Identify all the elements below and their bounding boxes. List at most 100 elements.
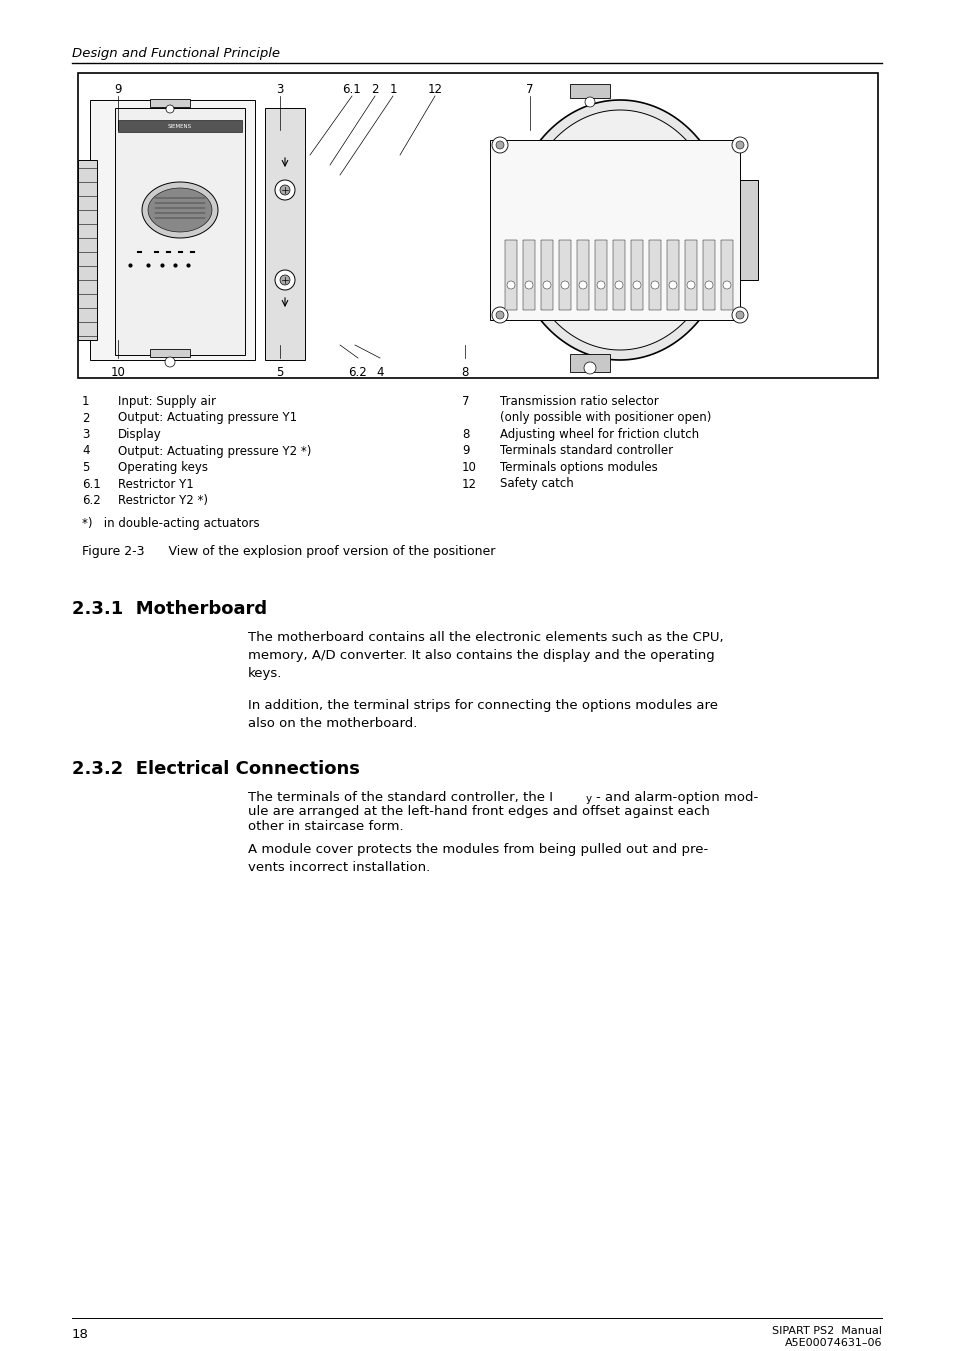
Polygon shape [142, 182, 218, 238]
Text: Design and Functional Principle: Design and Functional Principle [71, 47, 280, 59]
Text: Operating keys: Operating keys [118, 461, 208, 474]
Text: Terminals standard controller: Terminals standard controller [499, 444, 673, 458]
Circle shape [668, 281, 677, 289]
Circle shape [280, 276, 290, 285]
Text: A5E00074631–06: A5E00074631–06 [783, 1337, 882, 1348]
Circle shape [650, 281, 659, 289]
Circle shape [506, 281, 515, 289]
Polygon shape [148, 188, 212, 232]
Bar [78, 159, 97, 340]
Text: 5: 5 [276, 366, 283, 380]
Circle shape [496, 141, 503, 149]
Text: A module cover protects the modules from being pulled out and pre-
vents incorre: A module cover protects the modules from… [248, 843, 707, 874]
Circle shape [542, 281, 551, 289]
Text: Restrictor Y2 *): Restrictor Y2 *) [118, 494, 208, 507]
Text: 4: 4 [375, 366, 383, 380]
Text: 7: 7 [461, 394, 469, 408]
Circle shape [560, 281, 568, 289]
Circle shape [165, 357, 174, 367]
Circle shape [578, 281, 586, 289]
Circle shape [704, 281, 712, 289]
Text: 9: 9 [114, 82, 122, 96]
Text: 5: 5 [82, 461, 90, 474]
Bar [702, 240, 714, 309]
Circle shape [731, 136, 747, 153]
Text: Terminals options modules: Terminals options modules [499, 461, 657, 474]
Text: Output: Actuating pressure Y1: Output: Actuating pressure Y1 [118, 412, 296, 424]
Circle shape [583, 362, 596, 374]
Text: other in staircase form.: other in staircase form. [248, 820, 403, 832]
Circle shape [597, 281, 604, 289]
Bar [558, 240, 571, 309]
Circle shape [731, 307, 747, 323]
Polygon shape [519, 109, 720, 350]
Text: 7: 7 [526, 82, 533, 96]
Text: 1: 1 [82, 394, 90, 408]
Text: (only possible with positioner open): (only possible with positioner open) [499, 412, 711, 424]
Text: 6.2: 6.2 [348, 366, 367, 380]
Bar [630, 240, 642, 309]
Text: 6.2: 6.2 [82, 494, 101, 507]
Text: Transmission ratio selector: Transmission ratio selector [499, 394, 659, 408]
Bar [150, 349, 190, 357]
Circle shape [735, 311, 743, 319]
Text: 10: 10 [111, 366, 125, 380]
Bar [150, 99, 190, 107]
Circle shape [274, 270, 294, 290]
Text: 2.3.2  Electrical Connections: 2.3.2 Electrical Connections [71, 759, 359, 777]
Bar [90, 100, 254, 359]
Text: 1: 1 [389, 82, 396, 96]
Text: Display: Display [118, 428, 162, 440]
Bar [720, 240, 732, 309]
Circle shape [492, 136, 507, 153]
Text: 12: 12 [427, 82, 442, 96]
Text: 6.1: 6.1 [82, 477, 101, 490]
Text: SIPART PS2  Manual: SIPART PS2 Manual [771, 1325, 882, 1336]
Circle shape [492, 307, 507, 323]
Bar [78, 73, 877, 378]
Bar [522, 240, 535, 309]
Text: 2.3.1  Motherboard: 2.3.1 Motherboard [71, 600, 267, 617]
Text: The terminals of the standard controller, the I: The terminals of the standard controller… [248, 792, 553, 804]
Bar [115, 108, 245, 355]
Circle shape [633, 281, 640, 289]
Bar [577, 240, 588, 309]
Circle shape [615, 281, 622, 289]
Bar [666, 240, 679, 309]
Bar [504, 240, 517, 309]
Bar [118, 120, 242, 132]
Text: 6.1: 6.1 [342, 82, 361, 96]
Bar [490, 141, 740, 320]
Text: Output: Actuating pressure Y2 *): Output: Actuating pressure Y2 *) [118, 444, 311, 458]
Text: Figure 2-3      View of the explosion proof version of the positioner: Figure 2-3 View of the explosion proof v… [82, 544, 495, 558]
Circle shape [524, 281, 533, 289]
Text: 8: 8 [461, 428, 469, 440]
Bar [569, 84, 609, 99]
Text: Input: Supply air: Input: Supply air [118, 394, 215, 408]
Text: 2: 2 [371, 82, 378, 96]
Bar [684, 240, 697, 309]
Bar [569, 354, 609, 372]
Text: 12: 12 [461, 477, 476, 490]
Text: 4: 4 [82, 444, 90, 458]
Text: - and alarm-option mod-: - and alarm-option mod- [596, 792, 758, 804]
Circle shape [686, 281, 695, 289]
Text: Safety catch: Safety catch [499, 477, 573, 490]
Text: 2: 2 [82, 412, 90, 424]
Text: SIEMENS: SIEMENS [168, 124, 192, 128]
Text: The motherboard contains all the electronic elements such as the CPU,
memory, A/: The motherboard contains all the electro… [248, 631, 723, 680]
Bar [729, 180, 758, 280]
Bar [265, 108, 305, 359]
Text: In addition, the terminal strips for connecting the options modules are
also on : In addition, the terminal strips for con… [248, 700, 718, 730]
Text: Adjusting wheel for friction clutch: Adjusting wheel for friction clutch [499, 428, 699, 440]
Bar [540, 240, 553, 309]
Text: Restrictor Y1: Restrictor Y1 [118, 477, 193, 490]
Bar [595, 240, 606, 309]
Text: ule are arranged at the left-hand front edges and offset against each: ule are arranged at the left-hand front … [248, 805, 709, 819]
Text: *)   in double-acting actuators: *) in double-acting actuators [82, 516, 259, 530]
Bar [648, 240, 660, 309]
Bar [613, 240, 624, 309]
Circle shape [166, 105, 173, 113]
Text: 10: 10 [461, 461, 476, 474]
Circle shape [274, 180, 294, 200]
